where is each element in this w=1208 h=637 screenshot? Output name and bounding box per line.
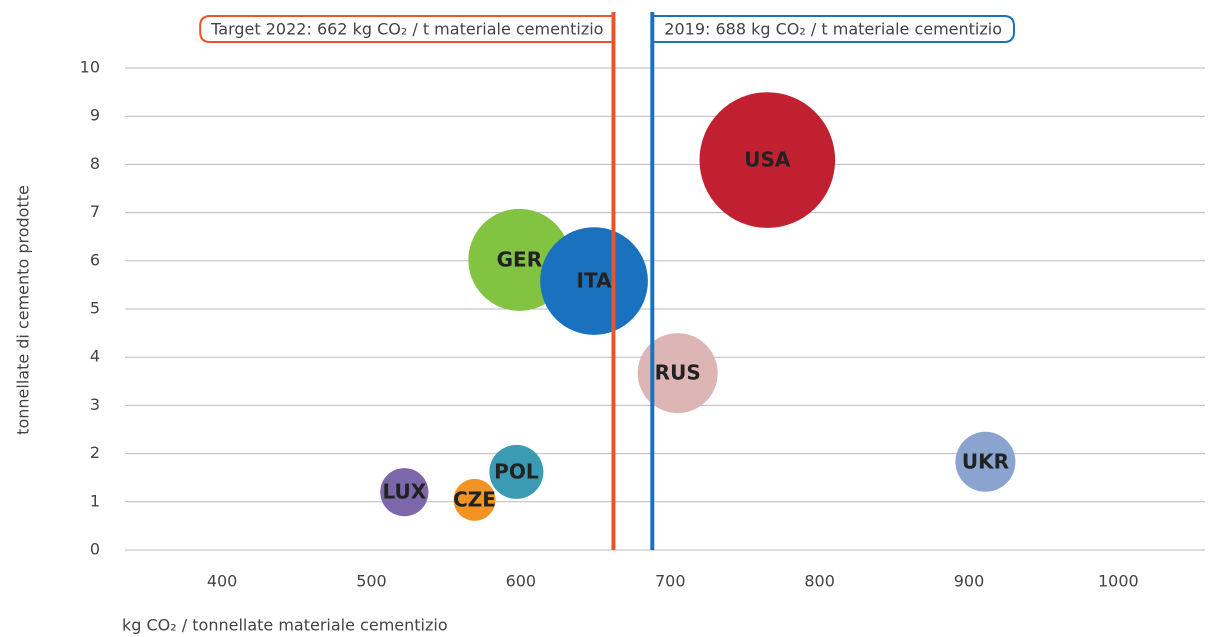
bubble bbox=[699, 92, 836, 228]
y-tick-label: 7 bbox=[90, 202, 100, 221]
y-tick-label: 1 bbox=[90, 491, 100, 510]
x-tick-label: 1000 bbox=[1098, 572, 1139, 591]
x-axis-label: kg CO₂ / tonnellate materiale cementizio bbox=[122, 616, 448, 635]
reference-label: 2019: 688 kg CO₂ / t materiale cementizi… bbox=[664, 20, 1002, 39]
x-tick-label: 800 bbox=[804, 572, 835, 591]
bubble bbox=[380, 468, 429, 517]
bubble bbox=[540, 227, 648, 335]
y-tick-label: 9 bbox=[90, 106, 100, 125]
reference-label-box bbox=[199, 15, 614, 43]
bubble-label: USA bbox=[744, 148, 791, 172]
bubble-label: RUS bbox=[655, 361, 701, 385]
y-tick-label: 2 bbox=[90, 443, 100, 462]
bubble-label: ITA bbox=[577, 269, 613, 293]
bubble bbox=[489, 444, 544, 499]
y-tick-label: 10 bbox=[80, 58, 100, 77]
x-tick-label: 500 bbox=[356, 572, 387, 591]
y-tick-label: 0 bbox=[90, 540, 100, 559]
bubble-label: GER bbox=[497, 247, 542, 271]
reference-label-box bbox=[652, 15, 1016, 43]
bubble-label: UKR bbox=[962, 449, 1009, 473]
bubble bbox=[637, 333, 718, 414]
bubble bbox=[453, 478, 496, 521]
x-tick-label: 600 bbox=[506, 572, 537, 591]
y-tick-label: 3 bbox=[90, 395, 100, 414]
y-tick-label: 8 bbox=[90, 154, 100, 173]
y-axis-label: tonnellate di cemento prodotte bbox=[14, 185, 33, 435]
y-tick-label: 4 bbox=[90, 347, 100, 366]
x-tick-label: 400 bbox=[207, 572, 238, 591]
bubble bbox=[955, 431, 1016, 492]
bubble-label: POL bbox=[494, 459, 539, 483]
bubble-label: LUX bbox=[382, 480, 426, 504]
x-tick-label: 900 bbox=[954, 572, 985, 591]
x-tick-label: 700 bbox=[655, 572, 686, 591]
y-tick-label: 5 bbox=[90, 299, 100, 318]
bubble-label: CZE bbox=[453, 487, 496, 511]
y-tick-label: 6 bbox=[90, 250, 100, 269]
reference-label: Target 2022: 662 kg CO₂ / t materiale ce… bbox=[210, 20, 603, 39]
